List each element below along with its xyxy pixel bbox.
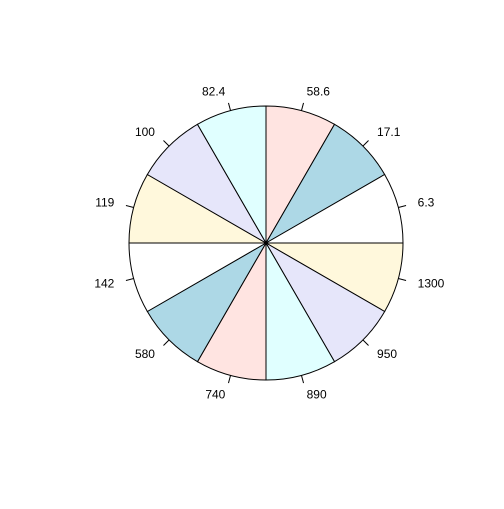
- label-tick: [362, 339, 369, 346]
- slice-label: 6.3: [418, 195, 435, 209]
- label-tick: [362, 140, 369, 147]
- slice-label: 580: [135, 347, 155, 361]
- label-tick: [163, 339, 170, 346]
- label-tick: [300, 375, 305, 384]
- slice-label: 950: [377, 347, 397, 361]
- slice-label: 890: [307, 388, 327, 402]
- label-tick: [125, 277, 134, 282]
- slice-labels: 58.6 17.1 6.3 1300 950 890 740 580 142 119 100 82.4: [94, 84, 444, 401]
- slice-label: 100: [135, 125, 155, 139]
- label-tick: [300, 102, 305, 111]
- slice-label: 82.4: [202, 84, 226, 98]
- slice-label: 119: [95, 195, 114, 209]
- label-ticks: [125, 102, 407, 384]
- pie-slices: [128, 105, 404, 381]
- label-tick: [398, 277, 407, 282]
- slice-label: 142: [94, 277, 114, 291]
- label-tick: [227, 375, 232, 384]
- label-tick: [227, 102, 232, 111]
- slice-label: 58.6: [307, 84, 331, 98]
- label-tick: [125, 204, 134, 209]
- pie-slice: [196, 105, 267, 245]
- slice-label: 740: [205, 388, 225, 402]
- label-tick: [398, 204, 407, 209]
- slice-label: 17.1: [377, 125, 401, 139]
- label-tick: [163, 140, 170, 147]
- slice-label: 1300: [418, 277, 445, 291]
